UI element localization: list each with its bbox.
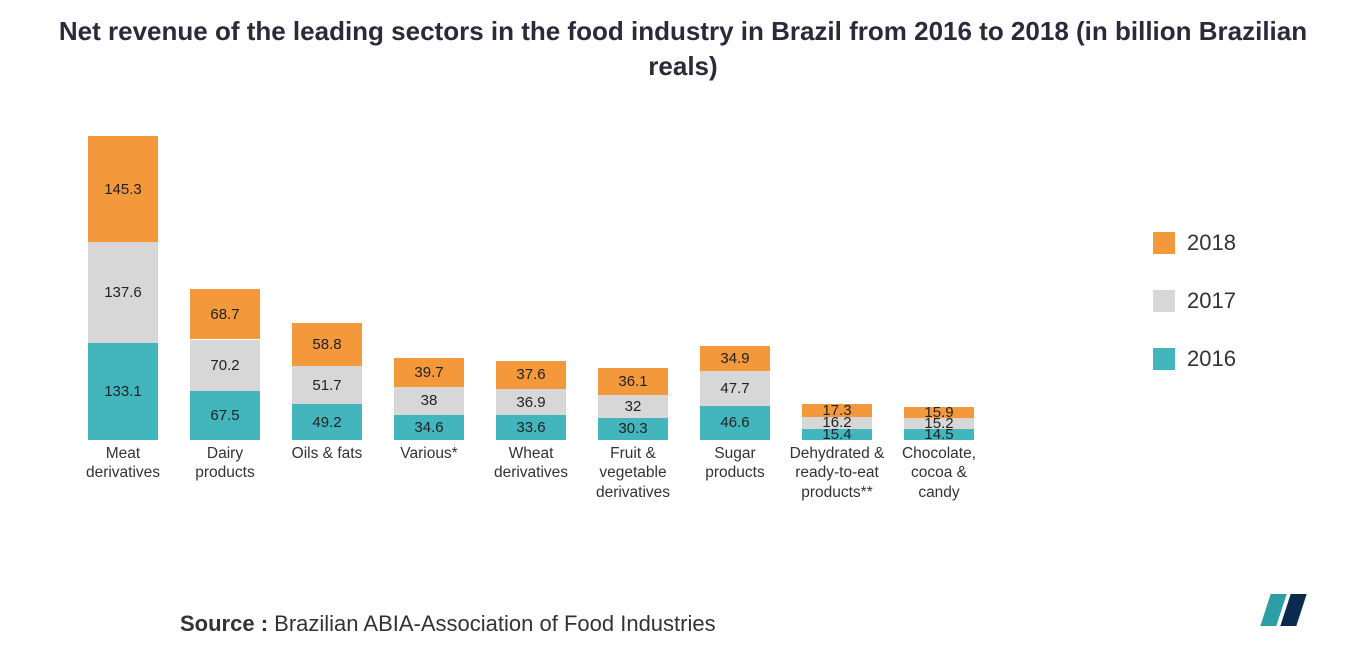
- bar-value-label: 46.6: [720, 414, 749, 431]
- bar-segment-2016: 67.5: [190, 391, 260, 440]
- legend-swatch: [1153, 290, 1175, 312]
- brand-logo: [1254, 590, 1324, 635]
- bar-segment-2018: 17.3: [802, 404, 872, 417]
- plot-area: 133.1 137.6 145.3 67.5 70.2 68.7 49.2 51.7 58.8 3…: [88, 110, 1008, 440]
- bar-value-label: 38: [421, 392, 438, 409]
- bar-value-label: 67.5: [210, 407, 239, 424]
- bar-value-label: 36.1: [618, 373, 647, 390]
- legend-swatch: [1153, 232, 1175, 254]
- legend-label: 2016: [1187, 346, 1236, 372]
- bar-segment-2018: 34.9: [700, 346, 770, 371]
- bar-value-label: 36.9: [516, 394, 545, 411]
- bar-segment-2017: 38: [394, 387, 464, 415]
- x-axis-label: Chocolate, cocoa & candy: [891, 444, 987, 502]
- bar-segment-2017: 70.2: [190, 340, 260, 391]
- bar-segment-2018: 39.7: [394, 358, 464, 387]
- bar-segment-2017: 32: [598, 395, 668, 418]
- bar-value-label: 39.7: [414, 364, 443, 381]
- legend-item-2018: 2018: [1153, 230, 1236, 256]
- x-axis-label: Dehydrated & ready-to-eat products**: [789, 444, 885, 502]
- bar-value-label: 145.3: [104, 181, 142, 198]
- legend-item-2016: 2016: [1153, 346, 1236, 372]
- bar-segment-2018: 37.6: [496, 361, 566, 388]
- bar-segment-2018: 36.1: [598, 368, 668, 394]
- bar-segment-2016: 33.6: [496, 415, 566, 440]
- bar-value-label: 51.7: [312, 377, 341, 394]
- bar-value-label: 47.7: [720, 380, 749, 397]
- bar-value-label: 32: [625, 398, 642, 415]
- bar-segment-2018: 15.9: [904, 407, 974, 419]
- x-axis-label: Fruit & vegetable derivatives: [585, 444, 681, 502]
- bar-segment-2016: 30.3: [598, 418, 668, 440]
- source-label: Source :: [180, 611, 268, 636]
- bar-segment-2017: 51.7: [292, 366, 362, 404]
- bar-value-label: 49.2: [312, 414, 341, 431]
- bar-segment-2017: 36.9: [496, 389, 566, 416]
- bar-value-label: 34.6: [414, 419, 443, 436]
- x-axis-label: Sugar products: [687, 444, 783, 483]
- legend-swatch: [1153, 348, 1175, 370]
- bar-value-label: 33.6: [516, 419, 545, 436]
- bar-segment-2017: 137.6: [88, 242, 158, 342]
- x-axis-label: Meat derivatives: [75, 444, 171, 483]
- bar-value-label: 68.7: [210, 306, 239, 323]
- chart-frame: Net revenue of the leading sectors in th…: [0, 0, 1366, 655]
- x-axis-label: Oils & fats: [279, 444, 375, 463]
- bar-segment-2016: 34.6: [394, 415, 464, 440]
- x-axis-label: Dairy products: [177, 444, 273, 483]
- bar-value-label: 137.6: [104, 284, 142, 301]
- bar-segment-2016: 133.1: [88, 343, 158, 440]
- source-text: Brazilian ABIA-Association of Food Indus…: [274, 611, 715, 636]
- bar-segment-2018: 58.8: [292, 323, 362, 366]
- bar-value-label: 70.2: [210, 357, 239, 374]
- source-line: Source : Brazilian ABIA-Association of F…: [180, 611, 716, 637]
- legend-item-2017: 2017: [1153, 288, 1236, 314]
- bar-segment-2016: 49.2: [292, 404, 362, 440]
- bar-value-label: 15.9: [924, 404, 953, 421]
- chart-title: Net revenue of the leading sectors in th…: [50, 14, 1316, 84]
- bar-segment-2018: 145.3: [88, 136, 158, 242]
- bar-value-label: 133.1: [104, 383, 142, 400]
- bar-value-label: 30.3: [618, 420, 647, 437]
- legend-label: 2018: [1187, 230, 1236, 256]
- bar-value-label: 34.9: [720, 350, 749, 367]
- x-axis-label: Wheat derivatives: [483, 444, 579, 483]
- bar-value-label: 58.8: [312, 336, 341, 353]
- bar-value-label: 37.6: [516, 366, 545, 383]
- legend-label: 2017: [1187, 288, 1236, 314]
- bar-segment-2016: 46.6: [700, 406, 770, 440]
- bar-segment-2017: 47.7: [700, 371, 770, 406]
- bar-segment-2018: 68.7: [190, 289, 260, 339]
- bar-value-label: 17.3: [822, 402, 851, 419]
- x-axis-label: Various*: [381, 444, 477, 463]
- x-axis-labels: Meat derivativesDairy productsOils & fat…: [88, 444, 1008, 604]
- legend: 2018 2017 2016: [1153, 230, 1236, 404]
